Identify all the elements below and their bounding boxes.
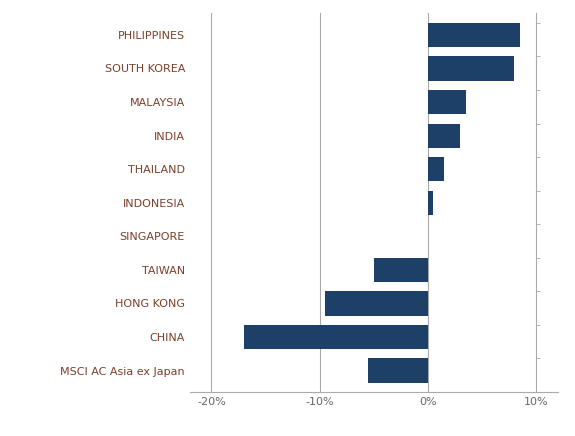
Bar <box>428 23 520 47</box>
Bar <box>374 258 428 282</box>
Bar <box>369 358 428 383</box>
Bar <box>428 56 515 81</box>
Bar <box>428 123 461 148</box>
Bar <box>428 157 444 181</box>
Bar <box>244 325 428 349</box>
Bar <box>428 191 434 215</box>
Bar <box>325 291 428 316</box>
Bar <box>428 90 466 114</box>
